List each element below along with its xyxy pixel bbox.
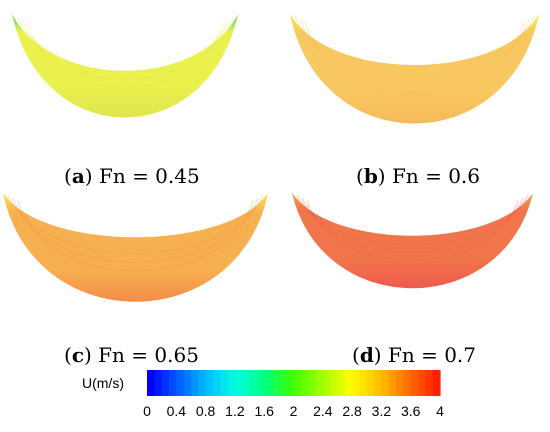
colorbar-tick-label: 0.8 [195, 403, 216, 419]
colorbar-segment [147, 370, 155, 396]
colorbar-tick-label: 4 [436, 403, 444, 419]
colorbar-segment [374, 370, 382, 396]
hull-section-d [292, 193, 533, 289]
contour-line [17, 200, 254, 272]
colorbar-segment [381, 370, 390, 396]
colorbar-segment [366, 370, 375, 396]
colorbar-segment [322, 370, 331, 396]
colorbar-segment [418, 370, 426, 396]
contour-line [16, 16, 234, 72]
colorbar-segment [220, 370, 229, 396]
colorbar-segment [432, 370, 441, 396]
colorbar-tick-label: 3.2 [371, 403, 392, 419]
colorbar-tick-label: 2.8 [342, 403, 362, 419]
colorbar-segment [205, 370, 214, 396]
colorbar-segment [212, 370, 221, 396]
colorbar-segment [396, 370, 404, 396]
contour-line [304, 21, 525, 94]
contour-line [12, 197, 259, 263]
colorbar-segment [315, 370, 324, 396]
colorbar-tick-label: 1.2 [225, 403, 245, 419]
colorbar-segment [176, 370, 185, 396]
hull-section-b [290, 14, 539, 124]
colorbar-segment [403, 370, 412, 396]
contour-line [306, 200, 519, 261]
contour-panel-a [12, 14, 238, 118]
colorbar-segment [271, 370, 280, 396]
colorbar-title: U(m/s) [82, 375, 124, 391]
contour-panel-d [292, 193, 533, 289]
colorbar-tick-label: 3.6 [400, 403, 421, 419]
colorbar-segment [227, 370, 236, 396]
colorbar-segment [190, 370, 199, 396]
colorbar-segment [198, 370, 207, 396]
contour-panel-b [290, 14, 539, 124]
colorbar-segment [410, 370, 419, 396]
colorbar-tick-label: 0 [143, 403, 151, 419]
colorbar-segment [337, 370, 346, 396]
hull-section-a [12, 14, 238, 118]
colorbar-segment [352, 370, 361, 396]
colorbar-segment [234, 370, 243, 396]
colorbar-tick-label: 2 [289, 403, 298, 419]
caption-c: (c) Fn = 0.65 [64, 343, 199, 367]
contour-panel-c [3, 193, 268, 302]
caption-d: (d) Fn = 0.7 [352, 343, 477, 367]
colorbar-segment [425, 370, 434, 396]
colorbar-segment [359, 370, 368, 396]
hull-section-c [3, 193, 268, 302]
colorbar-segment [330, 370, 339, 396]
colorbar-tick-label: 1.6 [254, 403, 274, 419]
colorbar-segment [183, 370, 192, 396]
colorbar-segment [264, 370, 273, 396]
contour-line [301, 197, 524, 253]
contour-line [21, 18, 229, 80]
colorbar-segment [256, 370, 265, 396]
colorbar-segment [286, 370, 295, 396]
colorbar-segment [161, 370, 170, 396]
contour-line [296, 195, 529, 246]
colorbar-segment [293, 370, 302, 396]
contour-line [26, 21, 224, 89]
caption-b: (b) Fn = 0.6 [356, 164, 481, 188]
colorbar-segment [168, 370, 177, 396]
colorbar-segment [242, 370, 251, 396]
colorbar-segment [278, 370, 287, 396]
colorbar-segment [154, 370, 163, 396]
colorbar-segment [308, 370, 317, 396]
contour-line [7, 195, 264, 254]
contour-line [299, 18, 530, 85]
colorbar-segment [344, 370, 353, 396]
contour-line [294, 16, 535, 76]
colorbar-tick-label: 0.4 [166, 403, 187, 419]
colorbar-segment [300, 370, 309, 396]
colorbar-segment [388, 370, 397, 396]
colorbar-segment [249, 370, 258, 396]
caption-a: (a) Fn = 0.45 [64, 164, 200, 188]
colorbar-tick-label: 2.4 [313, 403, 333, 419]
